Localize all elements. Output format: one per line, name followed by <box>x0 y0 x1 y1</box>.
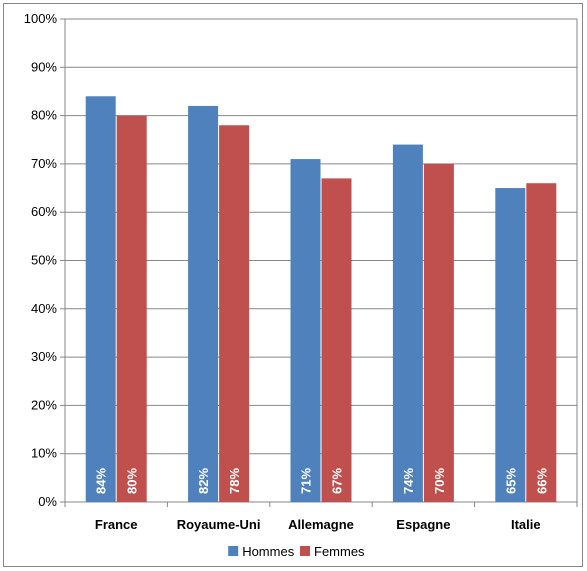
y-tick-label: 80% <box>31 108 57 123</box>
legend-swatch <box>300 546 310 556</box>
legend-label: Hommes <box>242 544 295 559</box>
bar-femmes <box>526 183 557 502</box>
data-label: 74% <box>401 468 416 494</box>
x-tick-label: Royaume-Uni <box>177 517 261 532</box>
y-tick-label: 50% <box>31 253 57 268</box>
chart-frame: 0% 10% 20% 30% 40% 50% 60% 70% 80% 90% 100% 84% 80% F… <box>3 3 583 567</box>
bar-hommes <box>495 188 526 503</box>
data-label: 70% <box>432 468 447 494</box>
legend-swatch <box>228 546 239 556</box>
bar-femmes <box>116 115 147 502</box>
data-label: 71% <box>299 468 314 494</box>
y-tick-label: 70% <box>31 156 57 171</box>
bar-femmes <box>423 163 454 502</box>
y-tick-label: 0% <box>38 494 57 509</box>
data-label: 82% <box>196 468 211 494</box>
y-tick-label: 90% <box>31 59 57 74</box>
y-tick-label: 60% <box>31 204 57 219</box>
bar-femmes <box>219 125 250 502</box>
bar-hommes <box>290 159 321 502</box>
bar-femmes <box>321 178 352 502</box>
y-tick-label: 20% <box>31 397 57 412</box>
plot-area <box>64 18 578 503</box>
x-tick-label: France <box>95 517 138 532</box>
bar-chart: 0% 10% 20% 30% 40% 50% 60% 70% 80% 90% 100% 84% 80% F… <box>24 11 578 559</box>
bar-hommes <box>188 105 219 502</box>
data-label: 84% <box>94 468 109 494</box>
bar-hommes <box>85 96 116 502</box>
y-tick-label: 100% <box>24 11 58 26</box>
x-tick-label: Espagne <box>396 517 450 532</box>
data-label: 65% <box>503 468 518 494</box>
y-tick-label: 30% <box>31 349 57 364</box>
data-label: 78% <box>227 468 242 494</box>
y-tick-label: 10% <box>31 446 57 461</box>
y-tick-label: 40% <box>31 301 57 316</box>
x-tick-label: Allemagne <box>288 517 354 532</box>
data-label: 66% <box>534 468 549 494</box>
legend-label: Femmes <box>314 544 365 559</box>
data-label: 80% <box>125 468 140 494</box>
x-tick-label: Italie <box>511 517 541 532</box>
bar-hommes <box>392 144 423 502</box>
data-label: 67% <box>330 468 345 494</box>
